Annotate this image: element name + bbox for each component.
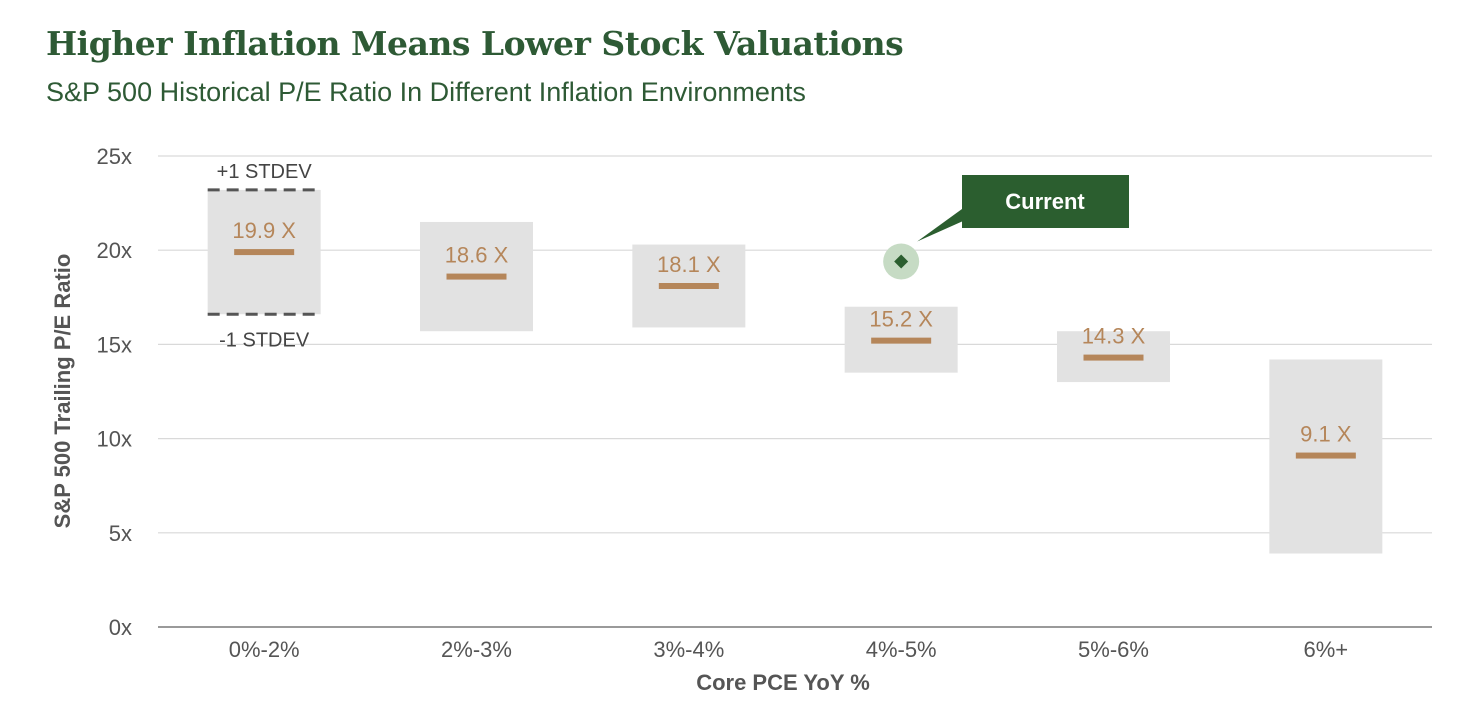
- stdev-markers: +1 STDEV -1 STDEV: [207, 161, 321, 351]
- gridlines: [158, 155, 1432, 628]
- median-line: [1083, 354, 1144, 361]
- median-line: [658, 282, 719, 289]
- callout-label: Current: [1005, 189, 1085, 214]
- x-tick-label: 6%+: [1304, 637, 1349, 662]
- value-label: 18.1 X: [657, 252, 721, 277]
- current-marker-group: Current: [883, 175, 1129, 280]
- x-tick-label: 3%-4%: [653, 637, 724, 662]
- value-labels: 19.9 X 18.6 X 18.1 X 15.2 X 14.3 X 9.1 X: [232, 218, 1351, 446]
- value-label: 18.6 X: [445, 243, 509, 268]
- chart-title: Higher Inflation Means Lower Stock Valua…: [46, 24, 904, 63]
- value-label: 9.1 X: [1300, 422, 1352, 447]
- chart-subtitle: S&P 500 Historical P/E Ratio In Differen…: [46, 77, 806, 107]
- y-tick-label: 5x: [109, 521, 132, 546]
- value-label: 14.3 X: [1082, 324, 1146, 349]
- y-axis-ticks: 0x 5x 10x 15x 20x 25x: [97, 144, 132, 640]
- y-tick-label: 15x: [97, 332, 132, 357]
- x-tick-label: 2%-3%: [441, 637, 512, 662]
- callout-box: [962, 175, 1129, 228]
- x-axis-ticks: 0%-2% 2%-3% 3%-4% 4%-5% 5%-6% 6%+: [229, 637, 1348, 662]
- y-axis-title: S&P 500 Trailing P/E Ratio: [50, 254, 75, 529]
- y-tick-label: 20x: [97, 238, 132, 263]
- callout-pointer: [917, 209, 990, 242]
- range-boxes: [207, 189, 1383, 554]
- x-tick-label: 0%-2%: [229, 637, 300, 662]
- value-label: 15.2 X: [869, 307, 933, 332]
- median-line: [1295, 452, 1356, 459]
- x-axis-title: Core PCE YoY %: [696, 670, 870, 695]
- stdev-label: -1 STDEV: [219, 329, 310, 351]
- median-line: [446, 273, 507, 280]
- current-marker-diamond: [894, 254, 909, 269]
- median-line: [871, 337, 932, 344]
- value-label: 19.9 X: [232, 218, 296, 243]
- y-tick-label: 10x: [97, 427, 132, 452]
- y-tick-label: 0x: [109, 615, 132, 640]
- median-lines: [234, 249, 1356, 459]
- y-tick-label: 25x: [97, 144, 132, 169]
- x-tick-label: 5%-6%: [1078, 637, 1149, 662]
- stdev-label: +1 STDEV: [217, 161, 313, 183]
- x-tick-label: 4%-5%: [866, 637, 937, 662]
- median-line: [234, 249, 295, 256]
